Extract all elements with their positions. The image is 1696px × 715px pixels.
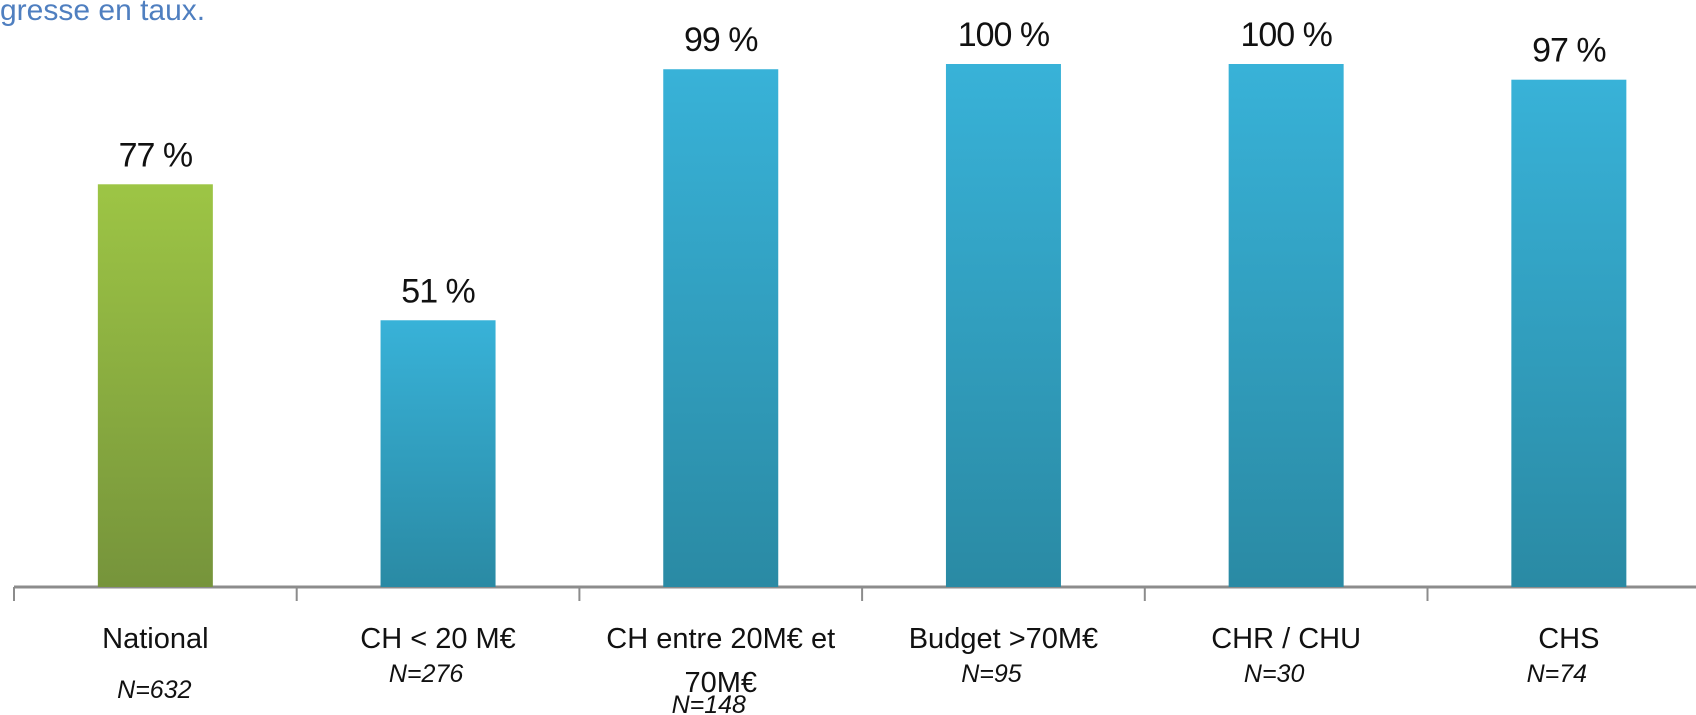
sample-size-label: N=95 [961,660,1022,688]
category-label: 70M€ [684,667,757,699]
bar [97,184,213,588]
sample-size-label: N=74 [1527,660,1587,688]
category-label: CHR / CHU [1211,623,1361,655]
category-label: CH < 20 M€ [360,623,516,655]
data-label: 100 % [958,16,1050,54]
category-label: CHS [1538,623,1599,655]
sample-size-label: N=276 [389,660,463,688]
sample-size-label: N=30 [1244,660,1305,688]
category-label: National [102,623,208,655]
bar [1511,79,1627,587]
category-label: Budget >70M€ [909,623,1098,655]
data-label: 100 % [1240,16,1332,54]
data-label: 99 % [684,21,758,59]
bar [1228,64,1344,587]
sample-size-label: N=632 [117,676,191,704]
sample-size-label: N=148 [672,691,746,715]
data-label: 97 % [1532,32,1606,70]
bar [945,64,1061,587]
bar [380,320,496,587]
intro-text-fragment: gresse en taux. [0,0,206,27]
data-label: 51 % [401,272,475,310]
data-label: 77 % [119,136,193,174]
category-label: CH entre 20M€ et [606,623,835,655]
bar [663,69,779,588]
